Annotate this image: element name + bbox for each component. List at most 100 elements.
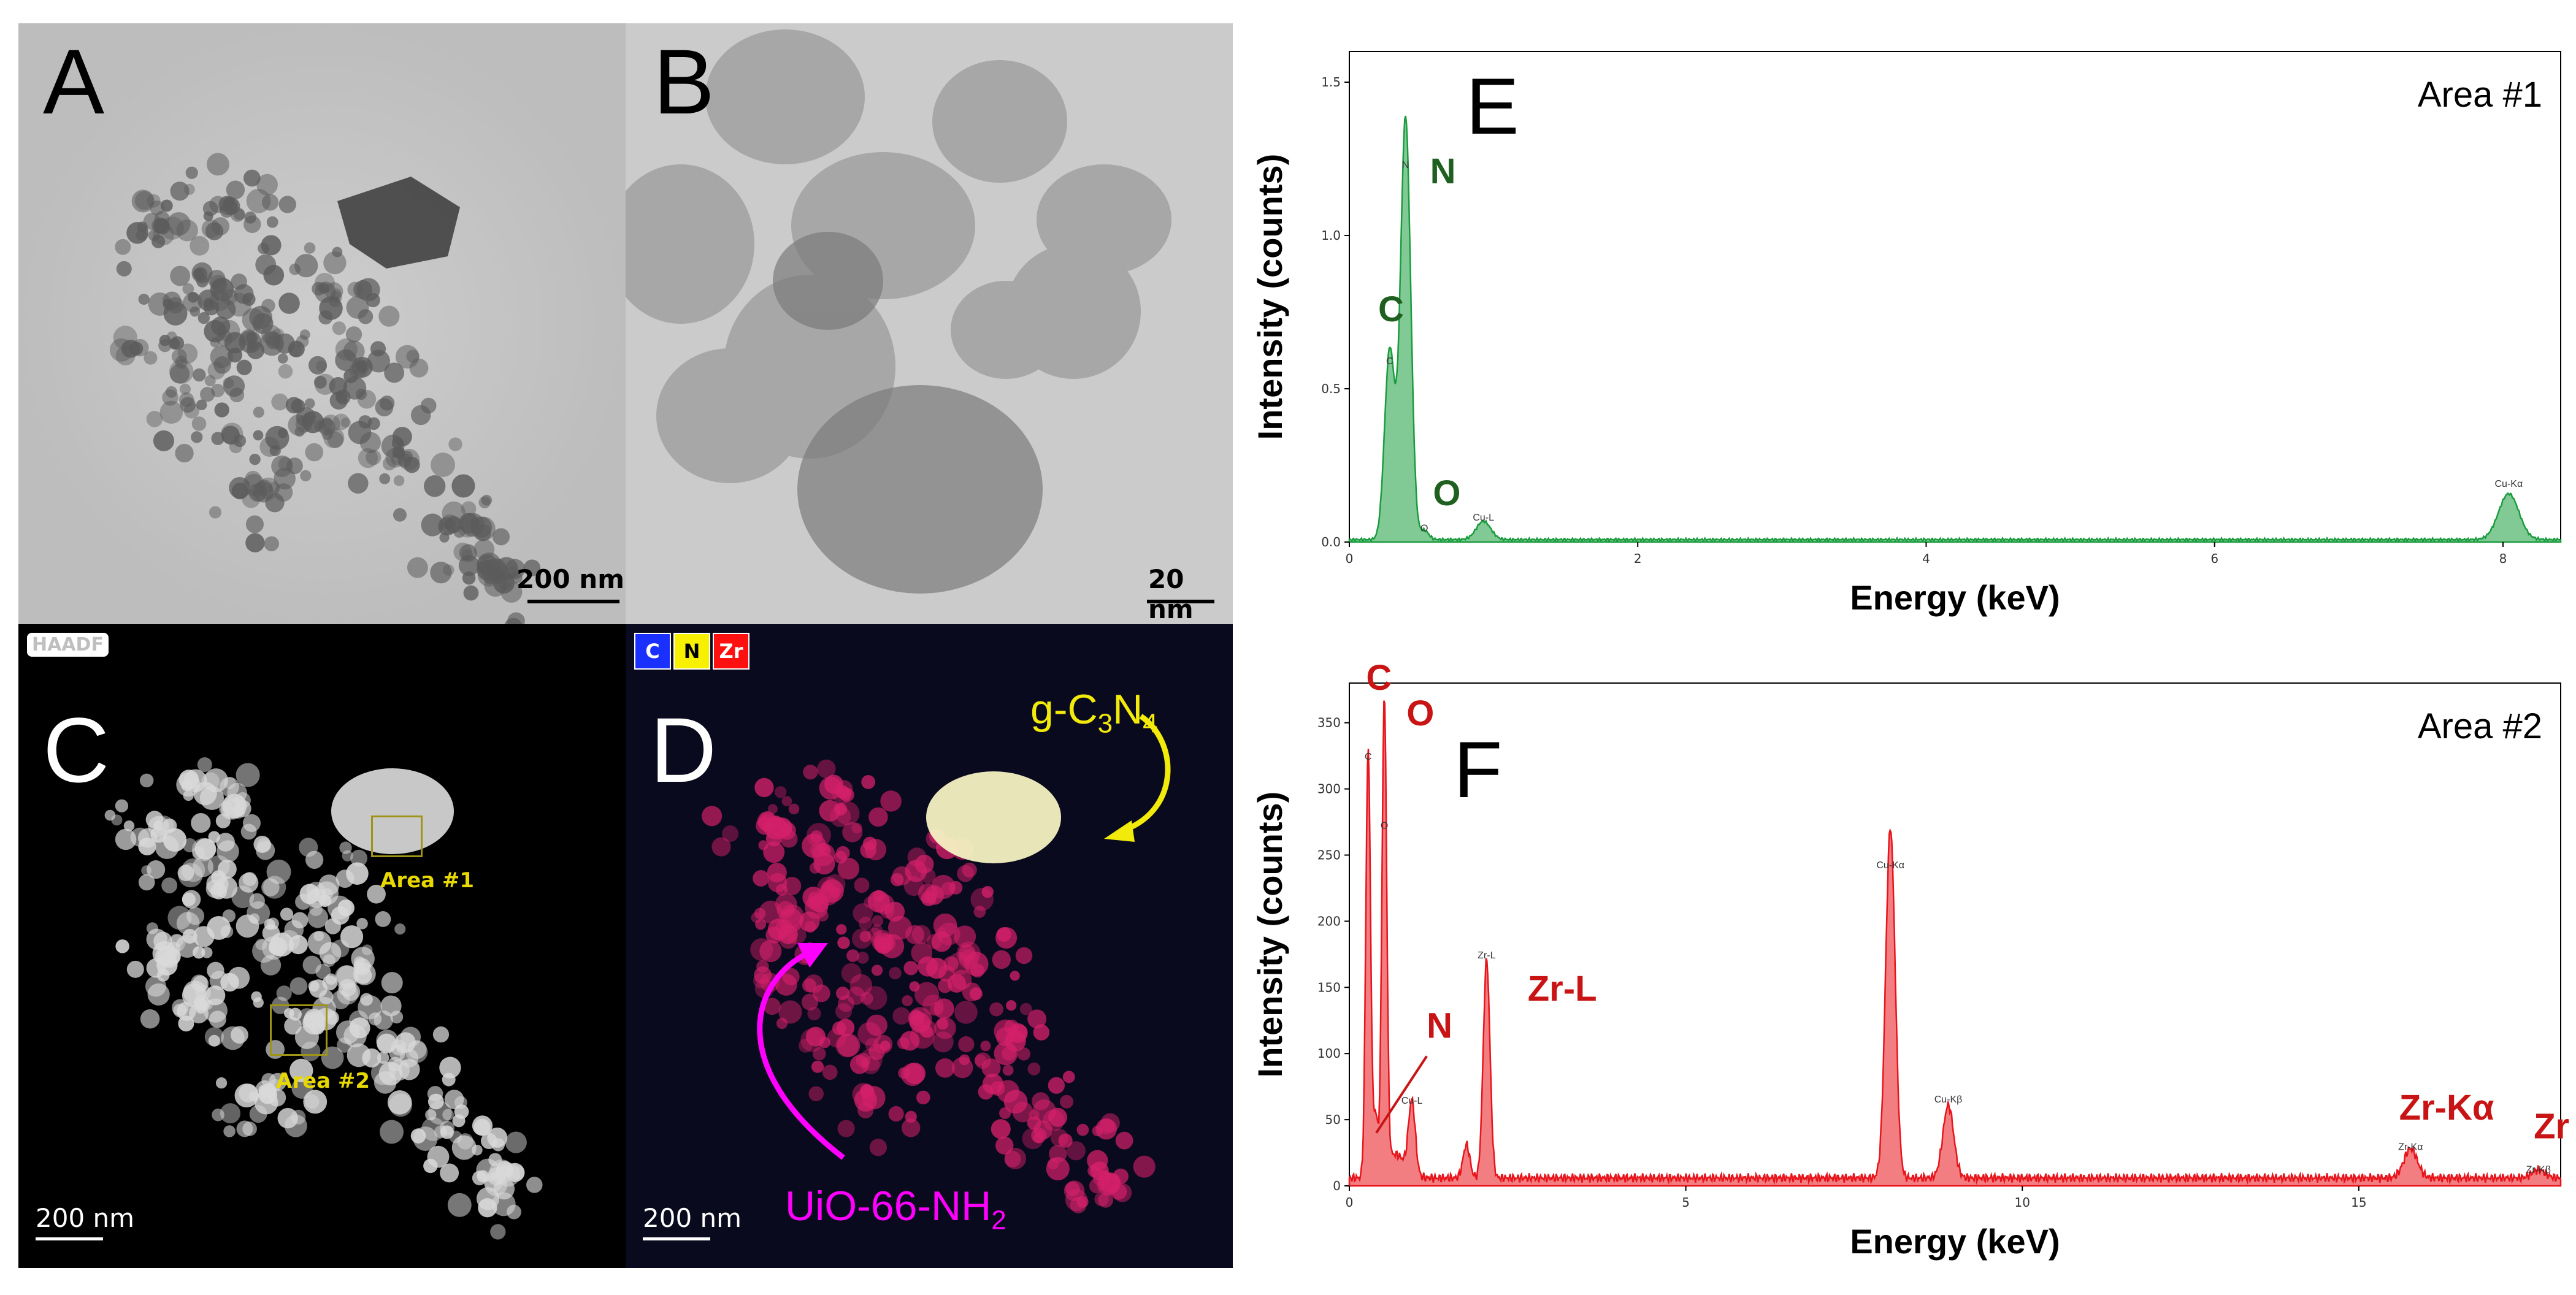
y-axis-title: Intensity (counts) <box>1251 154 1289 440</box>
particle <box>304 398 315 409</box>
particle <box>1066 1141 1086 1161</box>
particle <box>210 337 220 348</box>
particle <box>904 1063 926 1085</box>
particle <box>459 544 477 562</box>
particle <box>360 993 373 1006</box>
particle <box>801 993 819 1010</box>
particle <box>206 153 229 176</box>
particle <box>167 941 181 956</box>
particle <box>391 453 403 465</box>
peak-label-small: O <box>1381 820 1388 831</box>
particle <box>884 901 905 922</box>
particle <box>889 966 902 980</box>
particle <box>869 1139 887 1156</box>
particle <box>992 950 1011 969</box>
particle <box>377 1052 389 1064</box>
particle <box>201 219 221 239</box>
particle <box>810 830 823 843</box>
particle <box>156 954 178 976</box>
particle <box>170 336 185 350</box>
particle <box>853 903 873 923</box>
particle <box>389 1045 405 1061</box>
particle <box>970 963 984 978</box>
particle <box>1048 1107 1068 1127</box>
peak-label-small: Cu-Kβ <box>1934 1094 1963 1105</box>
particle <box>256 838 272 852</box>
peak-label: C <box>1366 658 1392 698</box>
particle <box>350 849 367 867</box>
particle <box>837 1120 855 1137</box>
particle <box>183 183 195 195</box>
area-title: Area #1 <box>2418 75 2542 115</box>
peak-label: N <box>1427 1006 1452 1045</box>
x-tick-label: 5 <box>1682 1195 1690 1210</box>
particle <box>1098 1170 1111 1184</box>
particle <box>177 343 198 364</box>
particle <box>836 987 849 1000</box>
particle <box>1002 1046 1016 1061</box>
particle <box>193 946 205 959</box>
particle <box>951 969 972 990</box>
particle <box>995 926 1018 949</box>
particle <box>1087 1164 1101 1178</box>
particle <box>243 215 261 234</box>
particle <box>812 1047 826 1061</box>
particle <box>252 313 274 334</box>
particle <box>209 971 229 990</box>
particle <box>348 473 369 494</box>
y-tick-label: 100 <box>1317 1046 1341 1061</box>
particle <box>147 983 170 1006</box>
particle <box>935 1058 955 1078</box>
particle <box>221 796 244 820</box>
particle <box>868 1044 885 1060</box>
particle <box>269 1079 282 1091</box>
particle <box>488 1153 502 1167</box>
particle <box>355 388 367 400</box>
panel-d-map <box>626 624 1233 1268</box>
particle <box>957 865 974 882</box>
spectrum-line <box>1348 115 2562 543</box>
peak-label: Zr-L <box>1528 969 1597 1009</box>
particle <box>754 777 774 798</box>
particle <box>367 350 390 373</box>
particle <box>420 397 437 414</box>
particle <box>1004 1147 1027 1169</box>
particle <box>523 559 541 577</box>
particle <box>245 533 265 552</box>
panel-e-label: E <box>1466 61 1519 151</box>
particle <box>409 358 429 378</box>
particle <box>871 965 883 976</box>
particle <box>126 960 144 978</box>
particle <box>851 928 872 949</box>
particle <box>278 196 296 213</box>
particle <box>115 346 136 366</box>
particle <box>163 301 188 326</box>
particle <box>978 1084 994 1100</box>
particle <box>183 980 207 1004</box>
particle <box>914 982 939 1007</box>
area-1-label: Area #1 <box>380 868 475 893</box>
particle <box>799 911 820 932</box>
particle <box>249 453 261 465</box>
particle <box>393 508 407 522</box>
peak-label-small: Zr-L <box>1478 950 1495 961</box>
particle <box>236 914 259 938</box>
particle <box>104 809 116 821</box>
uio-text-sub: 2 <box>991 1205 1006 1236</box>
particle <box>384 362 405 383</box>
particle <box>813 852 835 875</box>
particle <box>337 1037 352 1053</box>
particle <box>223 196 236 208</box>
particle <box>880 934 905 958</box>
particle <box>504 617 523 624</box>
particle <box>204 375 216 387</box>
particle <box>888 1106 904 1122</box>
particle <box>309 903 323 917</box>
particle <box>340 925 364 949</box>
particle <box>861 775 876 789</box>
particle <box>1002 1064 1014 1076</box>
particle <box>314 373 336 395</box>
particle <box>262 936 286 960</box>
y-tick-label: 1.5 <box>1321 75 1341 90</box>
particle <box>138 874 155 891</box>
